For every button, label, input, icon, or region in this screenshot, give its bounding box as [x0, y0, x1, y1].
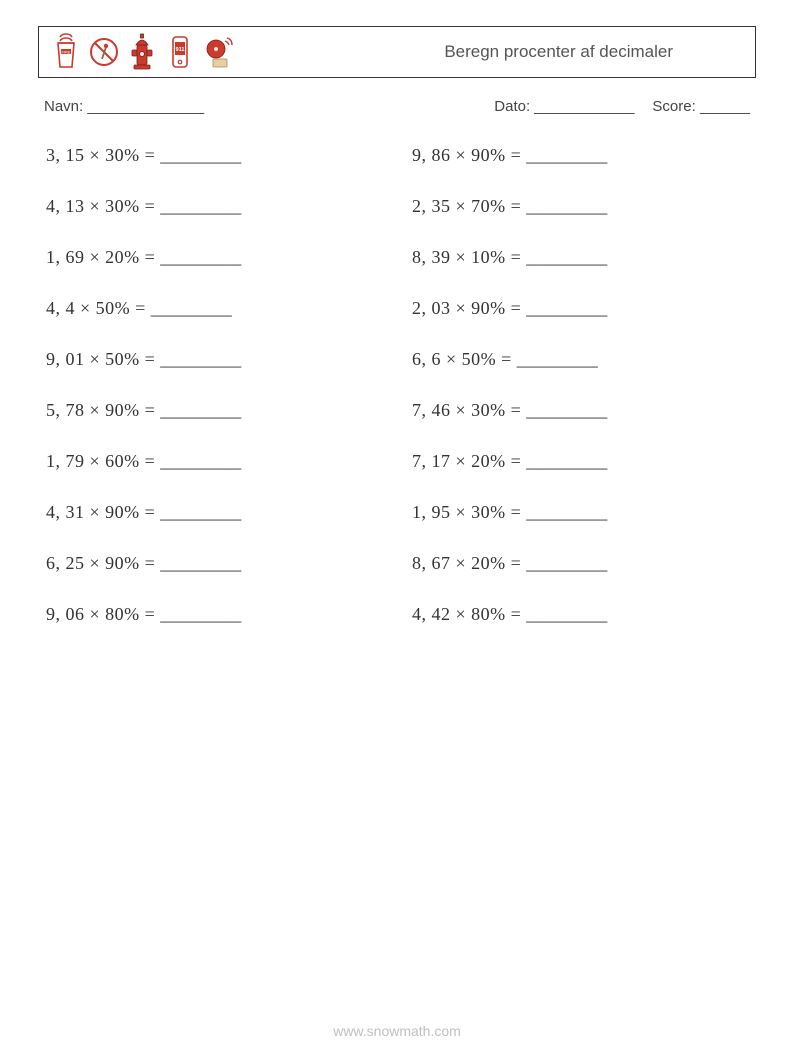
problem-item: 6, 25 × 90% = _________	[46, 553, 382, 574]
worksheet-title: Beregn procenter af decimaler	[444, 42, 743, 62]
problem-item: 4, 42 × 80% = _________	[412, 604, 748, 625]
info-row: Navn: ______________ Dato: ____________ …	[38, 98, 756, 139]
no-match-icon	[89, 31, 119, 73]
svg-text:911: 911	[176, 47, 185, 53]
header-icons: FIRE	[51, 31, 233, 73]
problem-item: 6, 6 × 50% = _________	[412, 349, 748, 370]
problems-grid: 3, 15 × 30% = _________ 9, 86 × 90% = ___…	[38, 139, 756, 631]
problem-item: 2, 35 × 70% = _________	[412, 196, 748, 217]
phone-911-icon: 911	[165, 31, 195, 73]
footer-url: www.snowmath.com	[0, 1023, 794, 1039]
problem-item: 7, 17 × 20% = _________	[412, 451, 748, 472]
problem-item: 8, 39 × 10% = _________	[412, 247, 748, 268]
problem-item: 7, 46 × 30% = _________	[412, 400, 748, 421]
problem-item: 1, 95 × 30% = _________	[412, 502, 748, 523]
date-field: Dato: ____________	[494, 98, 634, 115]
problem-item: 1, 69 × 20% = _________	[46, 247, 382, 268]
problem-item: 8, 67 × 20% = _________	[412, 553, 748, 574]
name-field: Navn: ______________	[44, 98, 204, 115]
problem-item: 5, 78 × 90% = _________	[46, 400, 382, 421]
problem-item: 3, 15 × 30% = _________	[46, 145, 382, 166]
header-box: FIRE	[38, 26, 756, 78]
problem-item: 4, 31 × 90% = _________	[46, 502, 382, 523]
svg-text:FIRE: FIRE	[61, 50, 70, 55]
problem-item: 9, 06 × 80% = _________	[46, 604, 382, 625]
alarm-bell-icon	[203, 31, 233, 73]
problem-item: 1, 79 × 60% = _________	[46, 451, 382, 472]
problem-item: 2, 03 × 90% = _________	[412, 298, 748, 319]
problem-item: 4, 13 × 30% = _________	[46, 196, 382, 217]
problem-item: 9, 01 × 50% = _________	[46, 349, 382, 370]
score-field: Score: ______	[652, 98, 750, 115]
problem-item: 9, 86 × 90% = _________	[412, 145, 748, 166]
problem-item: 4, 4 × 50% = _________	[46, 298, 382, 319]
fire-cup-icon: FIRE	[51, 31, 81, 73]
hydrant-icon	[127, 31, 157, 73]
